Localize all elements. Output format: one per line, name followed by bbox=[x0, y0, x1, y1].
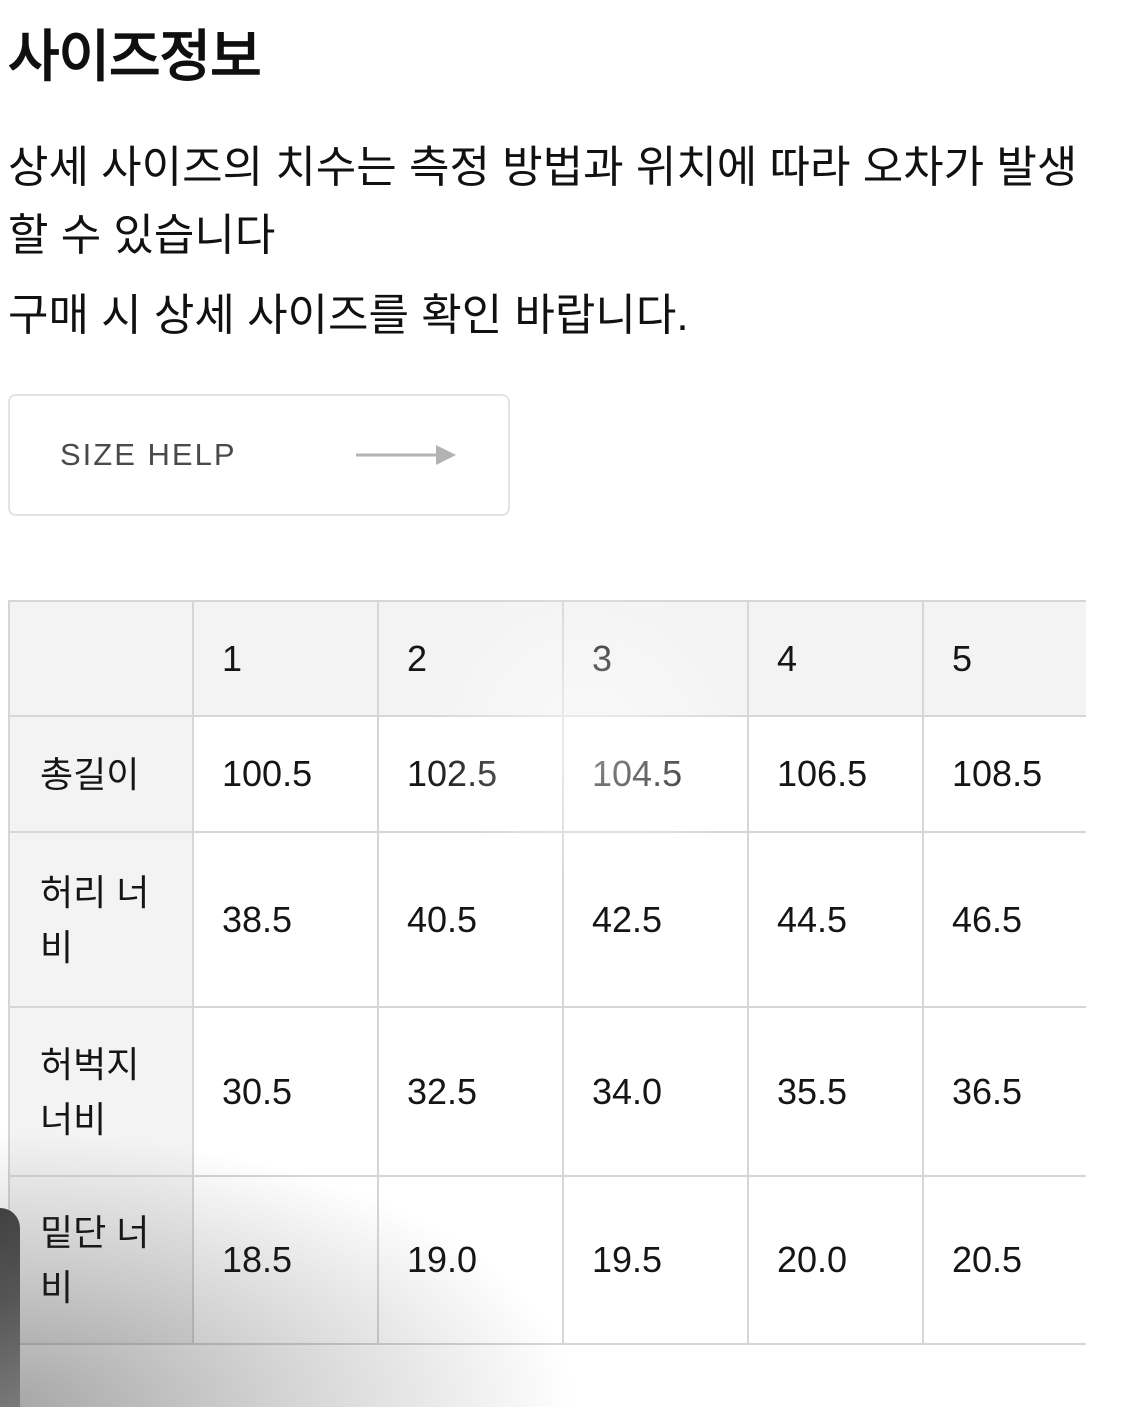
size-help-button[interactable]: SIZE HELP bbox=[8, 394, 510, 516]
size-column-header-4: 4 bbox=[747, 600, 924, 717]
size-value-cell: 100.5 bbox=[192, 715, 379, 833]
size-value-cell: 38.5 bbox=[192, 831, 379, 1008]
size-value-cell: 18.5 bbox=[192, 1175, 379, 1345]
size-value-cell: 106.5 bbox=[747, 715, 924, 833]
size-notice-text: 상세 사이즈의 치수는 측정 방법과 위치에 따라 오차가 발생할 수 있습니다 bbox=[8, 143, 1078, 260]
size-column-header-2: 2 bbox=[377, 600, 564, 717]
size-value-cell: 30.5 bbox=[192, 1006, 379, 1177]
arrow-right-icon bbox=[356, 445, 456, 465]
size-value-cell: 35.5 bbox=[747, 1006, 924, 1177]
size-column-header-1: 1 bbox=[192, 600, 379, 717]
size-value-cell: 108.5 bbox=[922, 715, 1086, 833]
size-value-cell: 102.5 bbox=[377, 715, 564, 833]
page-title: 사이즈정보 bbox=[8, 25, 262, 88]
size-value-cell: 19.0 bbox=[377, 1175, 564, 1345]
size-value-cell: 42.5 bbox=[562, 831, 749, 1008]
size-value-cell: 34.0 bbox=[562, 1006, 749, 1177]
size-table-header-row: 1 2 3 4 5 bbox=[8, 600, 1086, 717]
table-row-total-length: 총길이 100.5 102.5 104.5 106.5 108.5 bbox=[8, 715, 1086, 833]
size-value-cell: 104.5 bbox=[562, 715, 749, 833]
size-table-corner-cell bbox=[8, 600, 194, 717]
table-row-thigh-width: 허벅지 너비 30.5 32.5 34.0 35.5 36.5 bbox=[8, 1006, 1086, 1177]
row-label-total-length: 총길이 bbox=[8, 715, 194, 833]
row-label-hem-width: 밑단 너비 bbox=[8, 1175, 194, 1345]
size-column-header-5: 5 bbox=[922, 600, 1086, 717]
side-drawer-handle[interactable] bbox=[0, 1208, 20, 1407]
size-table: 1 2 3 4 5 총길이 100.5 102.5 104.5 106.5 10… bbox=[8, 600, 1086, 1345]
size-value-cell: 20.5 bbox=[922, 1175, 1086, 1345]
size-value-cell: 19.5 bbox=[562, 1175, 749, 1345]
row-label-waist-width: 허리 너비 bbox=[8, 831, 194, 1008]
size-value-cell: 46.5 bbox=[922, 831, 1086, 1008]
size-value-cell: 20.0 bbox=[747, 1175, 924, 1345]
size-value-cell: 44.5 bbox=[747, 831, 924, 1008]
size-value-cell: 36.5 bbox=[922, 1006, 1086, 1177]
table-row-waist-width: 허리 너비 38.5 40.5 42.5 44.5 46.5 bbox=[8, 831, 1086, 1008]
size-column-header-3: 3 bbox=[562, 600, 749, 717]
size-help-label: SIZE HELP bbox=[60, 437, 237, 472]
size-info-section: 사이즈정보 상세 사이즈의 치수는 측정 방법과 위치에 따라 오차가 발생할 … bbox=[8, 25, 1086, 1345]
size-table-container: 1 2 3 4 5 총길이 100.5 102.5 104.5 106.5 10… bbox=[8, 600, 1086, 1345]
size-confirm-text: 구매 시 상세 사이즈를 확인 바랍니다. bbox=[8, 291, 689, 340]
table-row-hem-width: 밑단 너비 18.5 19.0 19.5 20.0 20.5 bbox=[8, 1175, 1086, 1345]
size-value-cell: 32.5 bbox=[377, 1006, 564, 1177]
row-label-thigh-width: 허벅지 너비 bbox=[8, 1006, 194, 1177]
size-value-cell: 40.5 bbox=[377, 831, 564, 1008]
